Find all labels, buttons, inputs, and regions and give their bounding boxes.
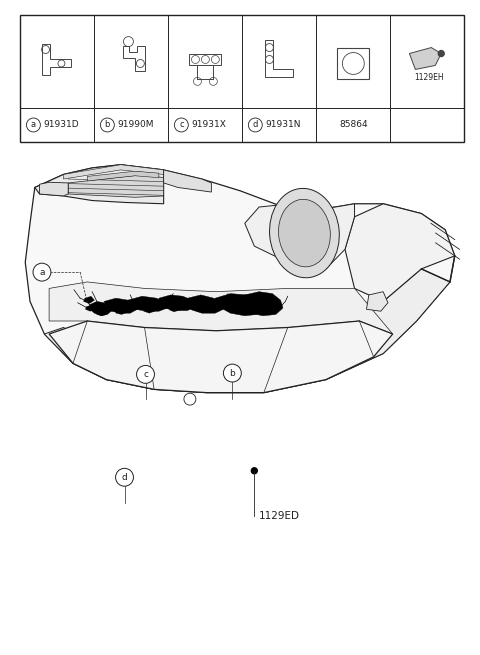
Polygon shape <box>144 307 156 313</box>
Polygon shape <box>345 204 455 301</box>
Bar <box>21 15 464 142</box>
Ellipse shape <box>278 199 330 267</box>
Circle shape <box>223 364 241 382</box>
Text: b: b <box>105 121 110 130</box>
Polygon shape <box>128 296 168 311</box>
Circle shape <box>438 50 444 56</box>
Polygon shape <box>63 164 164 179</box>
Polygon shape <box>215 293 263 316</box>
Circle shape <box>248 118 262 132</box>
Polygon shape <box>39 182 68 196</box>
Polygon shape <box>245 204 355 269</box>
Polygon shape <box>187 295 223 313</box>
Polygon shape <box>90 301 111 316</box>
Circle shape <box>252 468 257 474</box>
Circle shape <box>100 118 114 132</box>
Polygon shape <box>84 296 95 303</box>
Polygon shape <box>409 48 441 69</box>
Polygon shape <box>87 171 159 181</box>
Circle shape <box>26 118 40 132</box>
Text: 1129EH: 1129EH <box>415 73 444 83</box>
Text: 91931D: 91931D <box>43 121 79 130</box>
Circle shape <box>184 393 196 405</box>
Circle shape <box>174 118 188 132</box>
Polygon shape <box>169 305 182 312</box>
Polygon shape <box>116 308 128 314</box>
Text: c: c <box>143 370 148 379</box>
Polygon shape <box>49 321 393 392</box>
Circle shape <box>137 365 155 383</box>
Polygon shape <box>68 174 164 197</box>
Polygon shape <box>258 306 272 314</box>
Text: c: c <box>179 121 184 130</box>
Polygon shape <box>49 282 393 334</box>
Polygon shape <box>97 309 108 316</box>
Text: d: d <box>252 121 258 130</box>
Text: 91990M: 91990M <box>117 121 154 130</box>
Text: b: b <box>229 369 235 377</box>
Text: 85864: 85864 <box>339 121 368 130</box>
Bar <box>337 48 369 79</box>
Polygon shape <box>25 164 455 392</box>
Circle shape <box>33 263 51 281</box>
Text: 91931N: 91931N <box>265 121 301 130</box>
Circle shape <box>116 468 133 486</box>
Polygon shape <box>104 298 137 313</box>
Polygon shape <box>164 170 211 192</box>
Polygon shape <box>245 291 283 316</box>
Ellipse shape <box>270 189 339 278</box>
Polygon shape <box>159 295 195 310</box>
Text: a: a <box>31 121 36 130</box>
Polygon shape <box>193 305 206 312</box>
Text: a: a <box>39 268 45 276</box>
Text: 91931X: 91931X <box>192 121 226 130</box>
Text: d: d <box>121 473 127 482</box>
Text: 1129ED: 1129ED <box>259 512 300 521</box>
Polygon shape <box>366 291 388 311</box>
Polygon shape <box>35 164 164 204</box>
Polygon shape <box>44 269 450 392</box>
Polygon shape <box>85 305 96 311</box>
